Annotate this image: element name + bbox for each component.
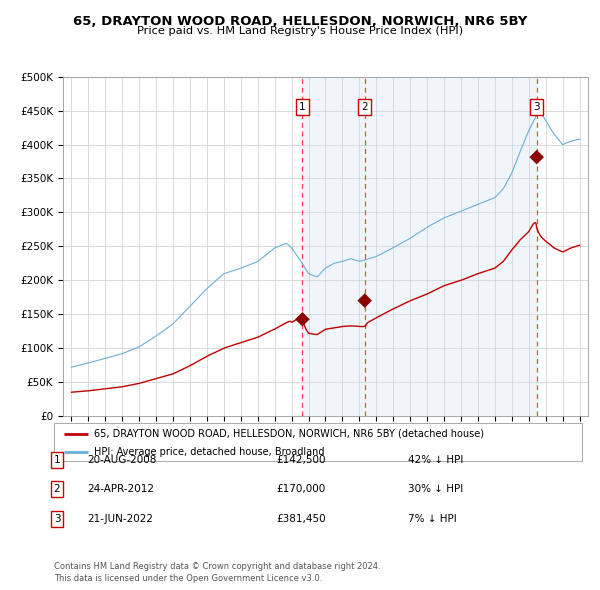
Text: 3: 3 xyxy=(53,514,61,524)
Text: 30% ↓ HPI: 30% ↓ HPI xyxy=(408,484,463,494)
Text: £170,000: £170,000 xyxy=(276,484,325,494)
Text: 1: 1 xyxy=(53,455,61,465)
Text: 2: 2 xyxy=(361,102,368,112)
Text: 24-APR-2012: 24-APR-2012 xyxy=(87,484,154,494)
Text: 20-AUG-2008: 20-AUG-2008 xyxy=(87,455,157,465)
Text: 65, DRAYTON WOOD ROAD, HELLESDON, NORWICH, NR6 5BY: 65, DRAYTON WOOD ROAD, HELLESDON, NORWIC… xyxy=(73,15,527,28)
Text: HPI: Average price, detached house, Broadland: HPI: Average price, detached house, Broa… xyxy=(94,447,324,457)
Text: 42% ↓ HPI: 42% ↓ HPI xyxy=(408,455,463,465)
Bar xyxy=(302,77,365,416)
Point xyxy=(360,296,370,306)
Text: 1: 1 xyxy=(299,102,305,112)
Text: 65, DRAYTON WOOD ROAD, HELLESDON, NORWICH, NR6 5BY (detached house): 65, DRAYTON WOOD ROAD, HELLESDON, NORWIC… xyxy=(94,429,484,439)
Text: £381,450: £381,450 xyxy=(276,514,326,524)
Point xyxy=(532,152,541,162)
Text: Price paid vs. HM Land Registry's House Price Index (HPI): Price paid vs. HM Land Registry's House … xyxy=(137,26,463,36)
Text: £142,500: £142,500 xyxy=(276,455,325,465)
Text: Contains HM Land Registry data © Crown copyright and database right 2024.
This d: Contains HM Land Registry data © Crown c… xyxy=(54,562,380,583)
Text: 21-JUN-2022: 21-JUN-2022 xyxy=(87,514,153,524)
Text: 3: 3 xyxy=(533,102,540,112)
Point xyxy=(298,314,307,324)
Text: 7% ↓ HPI: 7% ↓ HPI xyxy=(408,514,457,524)
Text: 2: 2 xyxy=(53,484,61,494)
Bar xyxy=(365,77,536,416)
